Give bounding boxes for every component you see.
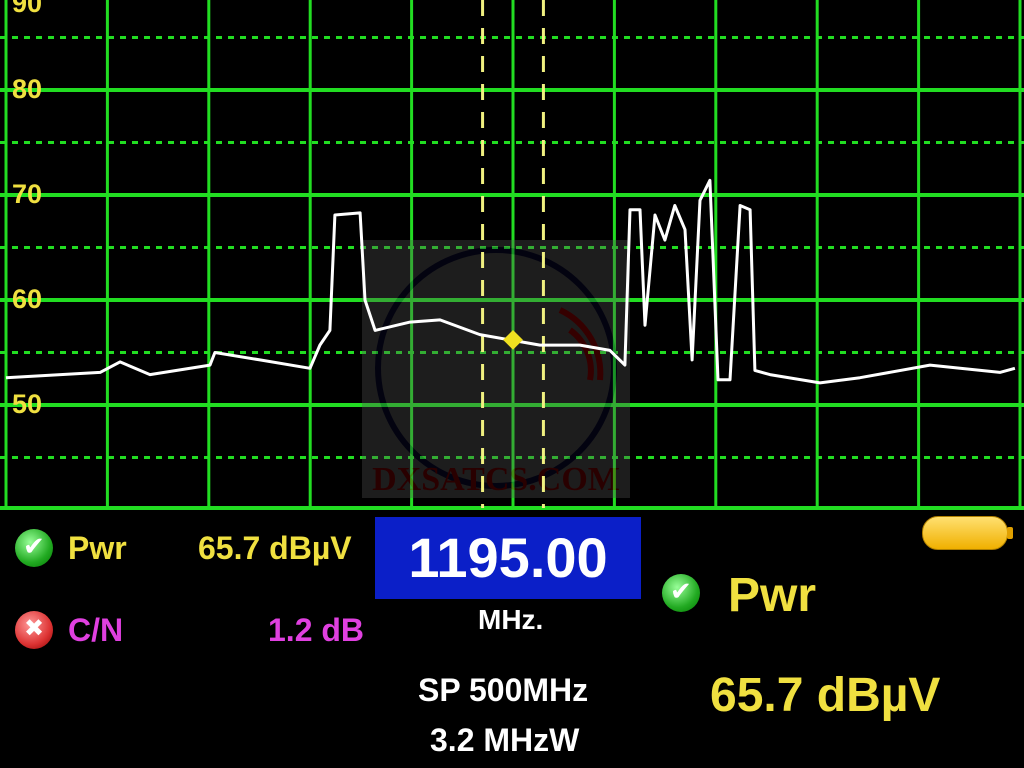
cn-value: 1.2 dB xyxy=(268,612,365,648)
watermark-text: DXSATCS.COM xyxy=(372,461,620,498)
grid xyxy=(0,0,1024,510)
spectrum-trace xyxy=(5,178,1016,385)
bandwidth-markers xyxy=(481,0,545,508)
battery-icon xyxy=(922,516,1013,550)
cn-label: C/N xyxy=(68,612,124,648)
y-tick-label: 50 xyxy=(12,389,43,419)
span-readout: SP 500MHz xyxy=(418,672,589,708)
y-tick-label: 80 xyxy=(12,74,43,104)
pwr-ok-icon xyxy=(15,529,53,567)
y-tick-label: 90 xyxy=(12,0,43,18)
watermark-logo: DXSATCS.COM xyxy=(362,240,630,498)
big-pwr-label: Pwr xyxy=(728,569,817,622)
y-tick-label: 60 xyxy=(12,284,43,314)
y-tick-label: 70 xyxy=(12,179,43,209)
frequency-marker xyxy=(503,330,523,350)
big-pwr-value: 65.7 dBµV xyxy=(710,669,941,722)
center-frequency[interactable]: 1195.00 xyxy=(375,517,641,599)
pwr-label: Pwr xyxy=(68,530,127,566)
pwr-value: 65.7 dBµV xyxy=(198,530,352,566)
big-pwr-ok-icon xyxy=(662,574,700,612)
frequency-unit: MHz. xyxy=(478,604,544,635)
bandwidth-readout: 3.2 MHzW xyxy=(430,722,580,758)
cn-fail-icon xyxy=(15,611,53,649)
spectrum-plot: DXSATCS.COM xyxy=(0,0,1024,512)
